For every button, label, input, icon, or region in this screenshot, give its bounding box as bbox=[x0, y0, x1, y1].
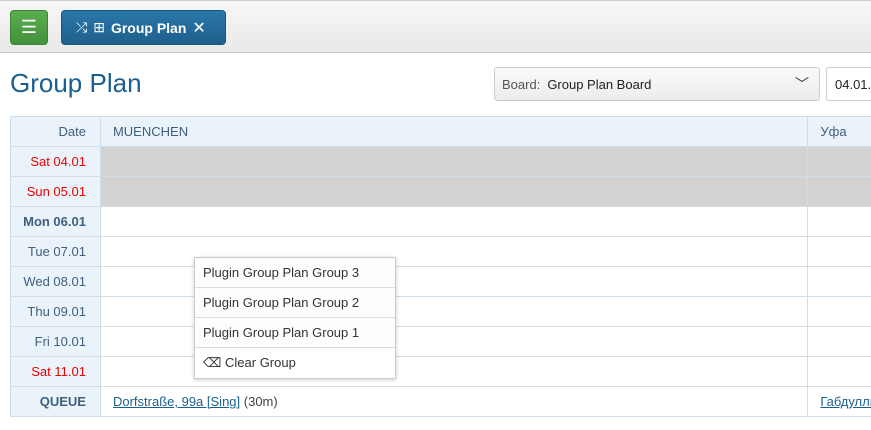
ufa-cell[interactable] bbox=[807, 326, 871, 357]
table-row: Tue 07.01 bbox=[10, 236, 871, 267]
hamburger-icon: ☰ bbox=[20, 17, 38, 37]
date-cell: Tue 07.01 bbox=[10, 236, 101, 267]
chevron-down-icon: ﹀ bbox=[795, 76, 809, 92]
table-row: Wed 08.01 bbox=[10, 266, 871, 297]
queue-link[interactable]: Dorfstraße, 99a [Sing] bbox=[112, 394, 241, 409]
date-cell: Thu 09.01 bbox=[10, 296, 101, 327]
header-muenchen: MUENCHEN bbox=[99, 116, 809, 147]
menu-item-group-3[interactable]: Plugin Group Plan Group 3 bbox=[195, 258, 395, 288]
ufa-cell[interactable] bbox=[807, 356, 871, 387]
date-cell: Sun 05.01 bbox=[10, 176, 101, 207]
queue-row: QUEUE Dorfstraße, 99a [Sing] (30m) Габду… bbox=[10, 386, 871, 417]
grid-icon: ⊞ bbox=[93, 19, 105, 35]
ufa-cell[interactable] bbox=[807, 176, 871, 207]
date-cell: Wed 08.01 bbox=[10, 266, 101, 297]
date-cell: Sat 04.01 bbox=[10, 146, 101, 177]
muenchen-cell[interactable] bbox=[99, 206, 809, 237]
top-toolbar: ☰ ⤮ ⊞ Group Plan ✕ bbox=[0, 0, 871, 53]
ufa-cell[interactable] bbox=[807, 236, 871, 267]
queue-duration: (30m) bbox=[243, 394, 278, 409]
table-row: Sat 11.01 bbox=[10, 356, 871, 387]
group-plan-table: Date MUENCHEN Уфа Sat 04.01 Sun 05.01 Mon … bbox=[10, 116, 871, 417]
header-date: Date bbox=[10, 116, 101, 147]
tab-label: Group Plan bbox=[110, 19, 187, 36]
menu-item-clear-group[interactable]: ⌫ Clear Group bbox=[195, 348, 395, 378]
ufa-cell[interactable] bbox=[807, 146, 871, 177]
menu-button[interactable]: ☰ bbox=[10, 10, 48, 45]
shuffle-icon: ⤮ bbox=[76, 19, 88, 35]
muenchen-cell[interactable] bbox=[99, 146, 809, 177]
board-value: Group Plan Board bbox=[547, 76, 652, 92]
table-row: Sun 05.01 bbox=[10, 176, 871, 207]
ufa-cell[interactable] bbox=[807, 296, 871, 327]
close-icon[interactable]: ✕ bbox=[192, 19, 206, 37]
header-ufa: Уфа bbox=[807, 116, 871, 147]
menu-item-group-2[interactable]: Plugin Group Plan Group 2 bbox=[195, 288, 395, 318]
eraser-icon: ⌫ bbox=[203, 355, 222, 370]
queue-link-ufa[interactable]: Габдулли bbox=[820, 394, 871, 409]
context-menu: Plugin Group Plan Group 3 Plugin Group P… bbox=[194, 257, 396, 379]
clear-group-label: Clear Group bbox=[225, 355, 296, 370]
muenchen-cell[interactable] bbox=[99, 176, 809, 207]
date-cell: Mon 06.01 bbox=[10, 206, 101, 237]
board-select[interactable]: Board: Group Plan Board ﹀ bbox=[494, 67, 820, 101]
board-label: Board: bbox=[502, 76, 541, 92]
table-row: Fri 10.01 bbox=[10, 326, 871, 357]
date-field[interactable]: 04.01. bbox=[826, 67, 871, 101]
date-cell: Fri 10.01 bbox=[10, 326, 101, 357]
menu-item-group-1[interactable]: Plugin Group Plan Group 1 bbox=[195, 318, 395, 348]
queue-label: QUEUE bbox=[10, 386, 101, 417]
table-header: Date MUENCHEN Уфа bbox=[10, 116, 871, 147]
page-title: Group Plan bbox=[10, 68, 142, 98]
ufa-cell[interactable] bbox=[807, 266, 871, 297]
table-row: Sat 04.01 bbox=[10, 146, 871, 177]
date-cell: Sat 11.01 bbox=[10, 356, 101, 387]
ufa-cell[interactable] bbox=[807, 206, 871, 237]
tab-group-plan[interactable]: ⤮ ⊞ Group Plan ✕ bbox=[61, 10, 226, 45]
table-row: Mon 06.01 bbox=[10, 206, 871, 237]
table-row: Thu 09.01 bbox=[10, 296, 871, 327]
